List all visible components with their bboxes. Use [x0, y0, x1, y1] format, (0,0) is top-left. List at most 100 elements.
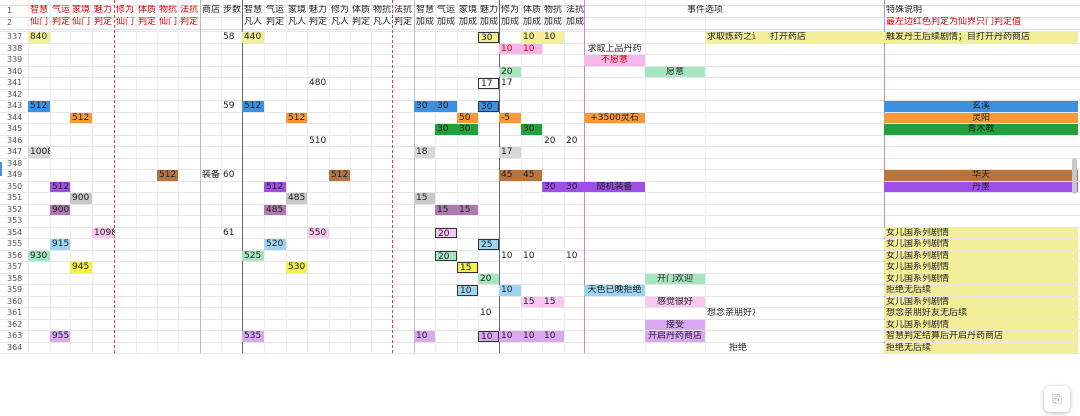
grid-cell[interactable]: 10 — [521, 331, 542, 342]
grid-cell[interactable]: 930 — [28, 250, 50, 261]
grid-cell[interactable]: 拒绝 — [729, 342, 748, 353]
grid-cell[interactable]: 512 — [70, 112, 92, 123]
grid-cell[interactable]: 触发丹王后续剧情；目打开丹药商店 — [884, 32, 1078, 43]
grid-cell[interactable]: 512 — [50, 181, 70, 192]
grid-cell[interactable]: 61 — [223, 227, 235, 238]
grid-cell[interactable]: 512 — [286, 112, 307, 123]
grid-cell[interactable]: 10 — [499, 43, 521, 54]
grid-cell[interactable]: 10 — [542, 32, 564, 43]
grid-cell[interactable]: 30 — [542, 181, 564, 192]
grid-cell[interactable]: +3500灵石 — [584, 112, 645, 123]
grid-cell[interactable]: 女儿国系列剧情 — [884, 250, 1078, 261]
floating-clipboard-button[interactable]: ⎘ — [1044, 386, 1070, 412]
grid-cell[interactable]: 求取上品丹药 — [587, 43, 642, 54]
grid-cell[interactable]: 60 — [223, 170, 235, 180]
grid-cell[interactable]: 45 — [499, 170, 521, 181]
grid-cell[interactable]: 485 — [264, 204, 286, 215]
grid-cell[interactable]: 天色已晚拒绝 — [584, 285, 645, 296]
grid-cell[interactable]: 10 — [414, 331, 435, 342]
grid-cell[interactable]: 10 — [521, 32, 542, 43]
grid-cell[interactable]: 25 — [478, 239, 499, 250]
grid-cell[interactable]: 18 — [414, 147, 435, 158]
grid-cell[interactable]: 愿意 — [645, 66, 705, 77]
grid-cell[interactable]: 拒绝无后续 — [884, 342, 1078, 353]
grid-cell[interactable]: 58 — [223, 32, 235, 42]
grid-cell[interactable]: 丹墨 — [884, 181, 1078, 192]
grid-cell[interactable]: 15 — [435, 204, 457, 215]
grid-cell[interactable]: 想念亲朋好友 — [707, 308, 755, 318]
grid-cell[interactable]: 20 — [435, 227, 457, 238]
grid-cell[interactable]: 拒绝无后续 — [884, 285, 1078, 296]
grid-cell[interactable]: 10 — [566, 250, 578, 261]
grid-cell[interactable]: 512 — [264, 181, 286, 192]
grid-cell[interactable]: 30 — [564, 181, 584, 192]
grid-cell[interactable]: 30 — [457, 124, 478, 135]
grid-cell[interactable]: 女儿国系列剧情 — [884, 319, 1078, 330]
grid-cell[interactable]: 30 — [521, 124, 542, 135]
grid-cell[interactable]: 945 — [70, 262, 92, 273]
grid-cell[interactable]: 10 — [542, 331, 564, 342]
grid-cell[interactable]: 随机装备 — [584, 181, 645, 192]
grid-cell[interactable]: 灵阳 — [884, 112, 1078, 123]
grid-cell[interactable]: 17 — [501, 78, 513, 88]
grid-cell[interactable]: 30 — [435, 101, 457, 112]
grid-cell[interactable]: 440 — [242, 32, 264, 43]
grid-cell[interactable]: 900 — [50, 204, 70, 215]
grid-cell[interactable]: 512 — [28, 101, 50, 112]
grid-cell[interactable]: 想念亲朋好友无后续 — [884, 308, 1078, 319]
vertical-scrollbar[interactable] — [1072, 158, 1077, 194]
grid-cell[interactable]: 15 — [457, 262, 478, 273]
grid-cell[interactable]: 955 — [50, 331, 70, 342]
grid-cell[interactable]: 530 — [286, 262, 307, 273]
grid-cell[interactable]: 20 — [499, 66, 521, 77]
grid-cell[interactable]: 480 — [309, 78, 327, 88]
grid-cell[interactable]: 30 — [478, 101, 499, 112]
grid-cell[interactable]: 17 — [478, 78, 499, 89]
grid-cell[interactable]: 512 — [157, 170, 178, 181]
grid-cell[interactable]: 20 — [566, 135, 578, 146]
grid-cell[interactable]: 485 — [286, 193, 307, 204]
grid-cell[interactable]: 510 — [309, 135, 327, 146]
grid-cell[interactable]: 15 — [457, 204, 478, 215]
grid-cell[interactable]: 开门欢迎 — [645, 273, 705, 284]
grid-cell[interactable]: 打开药店 — [760, 32, 824, 43]
grid-cell[interactable]: 10 — [478, 331, 499, 342]
grid-cell[interactable]: 10 — [501, 250, 513, 261]
grid-cell[interactable]: 10 — [523, 250, 535, 261]
grid-cell[interactable]: 45 — [521, 170, 542, 181]
grid-cell[interactable]: 50 — [457, 112, 478, 123]
grid-cell[interactable]: 女儿国系列剧情 — [884, 227, 1078, 238]
grid-cell[interactable]: 915 — [50, 239, 70, 250]
grid-cell[interactable]: 不愿意 — [584, 55, 645, 66]
grid-cell[interactable]: 520 — [264, 239, 286, 250]
grid-cell[interactable]: 女儿国系列剧情 — [884, 239, 1078, 250]
grid-cell[interactable]: 17 — [499, 147, 521, 158]
grid-cell[interactable]: 智慧判定结算后开启丹药商店 — [884, 331, 1078, 342]
grid-cell[interactable]: 20 — [544, 135, 556, 146]
grid-cell[interactable]: 30 — [435, 124, 457, 135]
grid-cell[interactable]: 1098 — [92, 227, 114, 238]
grid-cell[interactable]: 840 — [28, 32, 50, 43]
grid-cell[interactable]: 接受 — [645, 319, 705, 330]
grid-cell[interactable]: 华天 — [884, 170, 1078, 181]
grid-cell[interactable]: 10 — [521, 43, 542, 54]
grid-cell[interactable]: 10 — [480, 308, 492, 318]
grid-cell[interactable]: 开启丹药商店 — [645, 331, 705, 342]
grid-cell[interactable]: 求取炼药之道 — [705, 32, 755, 43]
grid-cell[interactable]: 20 — [478, 273, 499, 284]
grid-cell[interactable]: 10 — [457, 285, 478, 296]
grid-cell[interactable]: 15 — [414, 193, 435, 204]
grid-cell[interactable]: 550 — [307, 227, 329, 238]
grid-cell[interactable]: 535 — [242, 331, 264, 342]
grid-cell[interactable]: 525 — [242, 250, 264, 261]
grid-cell[interactable]: 1008 — [28, 147, 50, 158]
grid-cell[interactable]: 15 — [521, 296, 542, 307]
grid-cell[interactable]: 15 — [542, 296, 564, 307]
grid-cell[interactable]: 感觉很好 — [645, 296, 705, 307]
grid-cell[interactable]: 512 — [242, 101, 264, 112]
grid-cell[interactable]: 30 — [478, 32, 499, 43]
grid-cell[interactable]: 59 — [223, 101, 235, 111]
grid-cell[interactable]: 玄溪 — [884, 101, 1078, 112]
grid-cell[interactable]: 20 — [435, 250, 457, 261]
